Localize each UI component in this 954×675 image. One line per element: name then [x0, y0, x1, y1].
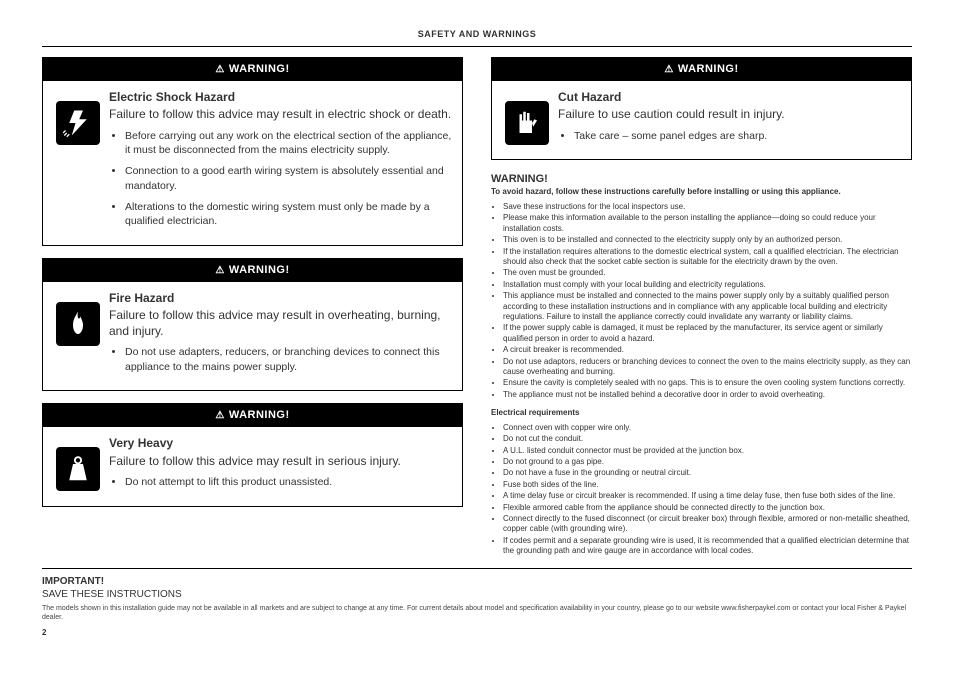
electric-bullets: Before carrying out any work on the elec… [109, 129, 452, 229]
bullet-item: This oven is to be installed and connect… [503, 235, 912, 245]
warning-triangle-icon: ⚠ [664, 64, 673, 75]
bullet-item: Ensure the cavity is completely sealed w… [503, 378, 912, 388]
warning-header: ⚠ WARNING! [43, 58, 462, 81]
warning-triangle-icon: ⚠ [215, 64, 224, 75]
electrical-req-title: Electrical requirements [491, 408, 912, 419]
right-column: ⚠ WARNING! Cut Hazard Failure to use caut… [491, 57, 912, 557]
bullet-item: Do not use adaptors, reducers or branchi… [503, 357, 912, 378]
bullet-item: A circuit breaker is recommended. [503, 345, 912, 355]
electric-title: Electric Shock Hazard [109, 89, 452, 105]
avoid-hazard-title: WARNING! [491, 172, 912, 187]
warning-triangle-icon: ⚠ [215, 410, 224, 421]
bullet-item: If the power supply cable is damaged, it… [503, 323, 912, 344]
bullet-item: A U.L. listed conduit connector must be … [503, 446, 912, 456]
heavy-desc: Failure to follow this advice may result… [109, 454, 452, 470]
weight-icon [56, 447, 100, 491]
fire-title: Fire Hazard [109, 290, 452, 306]
bullet-item: Installation must comply with your local… [503, 280, 912, 290]
save-instructions: SAVE THESE INSTRUCTIONS [42, 588, 912, 602]
warning-header: ⚠ WARNING! [43, 259, 462, 282]
bullet-item: Do not use adapters, reducers, or branch… [125, 345, 452, 374]
warning-triangle-icon: ⚠ [215, 265, 224, 276]
warning-label: WARNING! [678, 63, 739, 75]
warning-header: ⚠ WARNING! [492, 58, 911, 81]
bullet-item: Save these instructions for the local in… [503, 202, 912, 212]
bullet-item: This appliance must be installed and con… [503, 291, 912, 322]
bullet-item: Before carrying out any work on the elec… [125, 129, 452, 158]
fire-bullets: Do not use adapters, reducers, or branch… [109, 345, 452, 374]
heavy-title: Very Heavy [109, 435, 452, 451]
bullet-item: Do not ground to a gas pipe. [503, 457, 912, 467]
warning-label: WARNING! [229, 63, 290, 75]
bullet-item: The appliance must not be installed behi… [503, 390, 912, 400]
bullet-item: Do not have a fuse in the grounding or n… [503, 468, 912, 478]
heavy-box: ⚠ WARNING! Very Heavy Failure to follow t… [42, 403, 463, 506]
avoid-hazard-list: Save these instructions for the local in… [491, 202, 912, 400]
page-number: 2 [42, 628, 912, 639]
bullet-item: Do not cut the conduit. [503, 434, 912, 444]
avoid-hazard-desc: To avoid hazard, follow these instructio… [491, 187, 912, 198]
cut-title: Cut Hazard [558, 89, 901, 105]
bullet-item: Connect oven with copper wire only. [503, 423, 912, 433]
bullet-item: A time delay fuse or circuit breaker is … [503, 491, 912, 501]
electrical-req-list: Connect oven with copper wire only. Do n… [491, 423, 912, 557]
bullet-item: Connect directly to the fused disconnect… [503, 514, 912, 535]
cut-bullets: Take care – some panel edges are sharp. [558, 129, 901, 144]
bullet-item: Fuse both sides of the line. [503, 480, 912, 490]
bullet-item: Take care – some panel edges are sharp. [574, 129, 901, 144]
bullet-item: If codes permit and a separate grounding… [503, 536, 912, 557]
electric-shock-box: ⚠ WARNING! Electric Shock Hazard Failure … [42, 57, 463, 246]
bullet-item: Connection to a good earth wiring system… [125, 164, 452, 193]
fire-icon [56, 302, 100, 346]
bullet-item: Do not attempt to lift this product unas… [125, 475, 452, 490]
cut-hazard-box: ⚠ WARNING! Cut Hazard Failure to use caut… [491, 57, 912, 160]
left-column: ⚠ WARNING! Electric Shock Hazard Failure … [42, 57, 463, 557]
warning-label: WARNING! [229, 264, 290, 276]
footer: IMPORTANT! SAVE THESE INSTRUCTIONS The m… [42, 568, 912, 639]
bullet-item: Flexible armored cable from the applianc… [503, 503, 912, 513]
content-columns: ⚠ WARNING! Electric Shock Hazard Failure … [42, 57, 912, 557]
heavy-bullets: Do not attempt to lift this product unas… [109, 475, 452, 490]
page-header: SAFETY AND WARNINGS [42, 28, 912, 47]
bullet-item: Please make this information available t… [503, 213, 912, 234]
bullet-item: Alterations to the domestic wiring syste… [125, 200, 452, 229]
fine-print: The models shown in this installation gu… [42, 604, 912, 622]
warning-label: WARNING! [229, 409, 290, 421]
cut-desc: Failure to use caution could result in i… [558, 107, 901, 123]
warning-header: ⚠ WARNING! [43, 404, 462, 427]
electric-shock-icon [56, 101, 100, 145]
bullet-item: If the installation requires alterations… [503, 247, 912, 268]
fire-hazard-box: ⚠ WARNING! Fire Hazard Failure to follow … [42, 258, 463, 392]
bullet-item: The oven must be grounded. [503, 268, 912, 278]
fire-desc: Failure to follow this advice may result… [109, 308, 452, 339]
cut-hand-icon [505, 101, 549, 145]
important-label: IMPORTANT! [42, 575, 912, 589]
electric-desc: Failure to follow this advice may result… [109, 107, 452, 123]
